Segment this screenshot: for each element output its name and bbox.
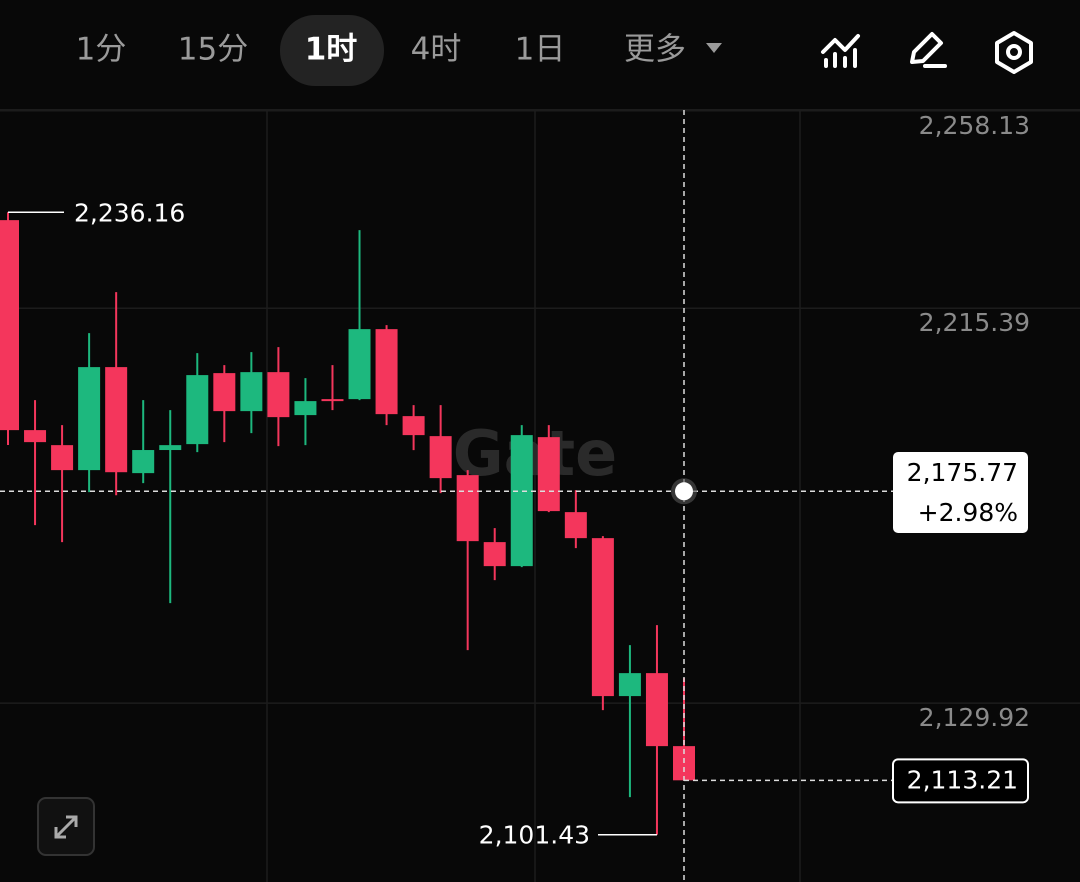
- candle-body: [267, 372, 290, 418]
- candle-body: [591, 538, 614, 697]
- crosshair-dot: [675, 482, 693, 501]
- candle-body: [213, 373, 236, 412]
- candle-body: [321, 399, 344, 402]
- interval-tab[interactable]: 15分: [178, 32, 248, 68]
- candle-body: [510, 435, 533, 567]
- low-label: 2,101.43: [479, 821, 590, 850]
- candle-body: [673, 746, 695, 781]
- interval-tab[interactable]: 4时: [411, 32, 462, 68]
- y-tick-label: 2,215.39: [919, 308, 1030, 337]
- candle-body: [240, 372, 263, 412]
- candle-body: [618, 673, 641, 697]
- candle-body: [159, 445, 182, 451]
- selected-pill: [280, 15, 384, 86]
- candle-body: [402, 416, 425, 436]
- last-price-label: 2,113.21: [907, 765, 1018, 794]
- crosshair-change: +2.98%: [918, 498, 1018, 527]
- candle-body: [456, 475, 479, 542]
- grid-vertical: [266, 110, 801, 882]
- candle-body: [375, 329, 398, 415]
- y-tick-label: 2,258.13: [919, 111, 1030, 140]
- high-label: 2,236.16: [74, 198, 185, 227]
- draw-icon[interactable]: [910, 32, 947, 68]
- candle-body: [429, 436, 452, 479]
- more-tab[interactable]: 更多: [624, 32, 686, 68]
- candle-body: [294, 401, 317, 416]
- candle-body: [483, 542, 506, 567]
- candle-body: [564, 512, 587, 539]
- crosshair-box: [893, 452, 1028, 533]
- watermark: Gate: [453, 417, 617, 490]
- candle-body: [537, 437, 560, 512]
- interval-tab[interactable]: 1日: [515, 32, 566, 68]
- candle-body: [24, 430, 47, 443]
- more-arrow[interactable]: [706, 43, 722, 53]
- expand-icon[interactable]: [54, 815, 78, 839]
- crosshair-price: 2,175.77: [907, 458, 1018, 487]
- candle-body: [186, 375, 209, 445]
- indicator-icon[interactable]: [821, 34, 860, 68]
- candle-body: [132, 450, 155, 474]
- y-tick-label: 2,129.92: [919, 703, 1030, 732]
- candle-body: [645, 673, 668, 747]
- candle-body: [0, 220, 19, 431]
- settings-icon[interactable]: [995, 31, 1033, 74]
- interval-tab[interactable]: 1分: [76, 32, 127, 68]
- candle-body: [348, 329, 371, 400]
- last-price-box: [892, 758, 1029, 804]
- candle-body: [51, 445, 74, 471]
- candle-body: [78, 367, 101, 471]
- interval-tab[interactable]: 1时: [305, 32, 358, 68]
- candle-body: [105, 367, 128, 473]
